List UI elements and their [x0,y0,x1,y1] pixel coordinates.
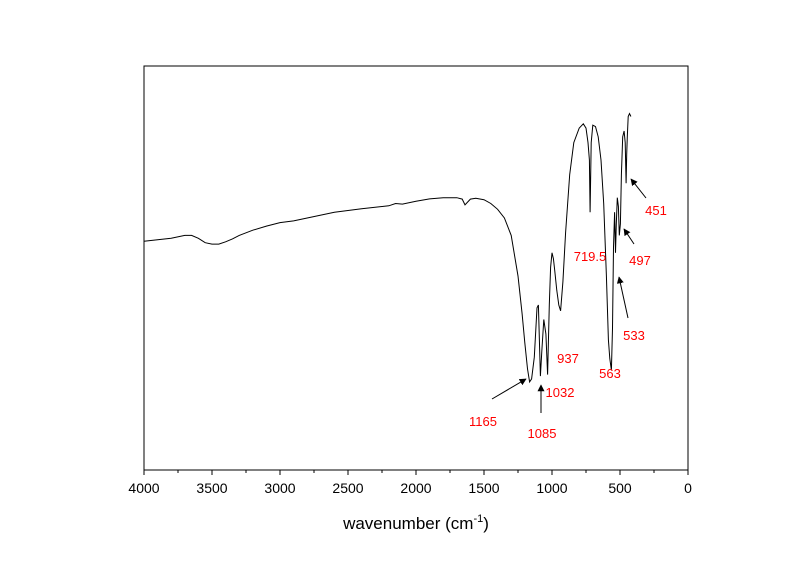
x-tick-label-500: 500 [608,480,632,496]
x-axis-title-superscript: -1 [473,513,483,525]
x-tick-label-1500: 1500 [468,480,499,496]
x-tick-label-3000: 3000 [264,480,295,496]
x-tick-label-4000: 4000 [128,480,159,496]
annotation-arrow-451 [630,178,647,199]
x-axis-title-main: wavenumber (cm [342,514,473,533]
annotation-label-563: 563 [599,366,621,381]
annotation-label-937: 937 [557,351,579,366]
annotation-label-1085: 1085 [528,426,557,441]
annotation-label-497: 497 [629,253,651,268]
x-axis-title: wavenumber (cm-1) [342,513,489,533]
annotation-label-451: 451 [645,203,667,218]
annotation-arrow-1165 [491,378,527,400]
annotation-arrow-497 [623,228,635,245]
x-tick-label-2000: 2000 [400,480,431,496]
x-tick-label-3500: 3500 [196,480,227,496]
annotation-label-1032: 1032 [546,385,575,400]
x-tick-label-2500: 2500 [332,480,363,496]
x-axis-ticks [143,470,689,475]
annotation-label-1165: 1165 [469,414,497,429]
annotation-label-533: 533 [623,328,645,343]
spectrum-line [143,112,632,384]
annotation-arrow-533 [616,276,629,319]
x-tick-label-1000: 1000 [536,480,567,496]
annotation-label-719.5: 719.5 [574,249,607,264]
x-tick-label-0: 0 [684,480,692,496]
peak-annotations: 1165 1085 1032 937 719.5 563 533 497 451 [469,178,667,441]
x-axis-title-suffix: ) [483,514,489,533]
x-axis-tick-labels: 4000 3500 3000 2500 2000 1500 1000 500 0 [128,480,692,496]
